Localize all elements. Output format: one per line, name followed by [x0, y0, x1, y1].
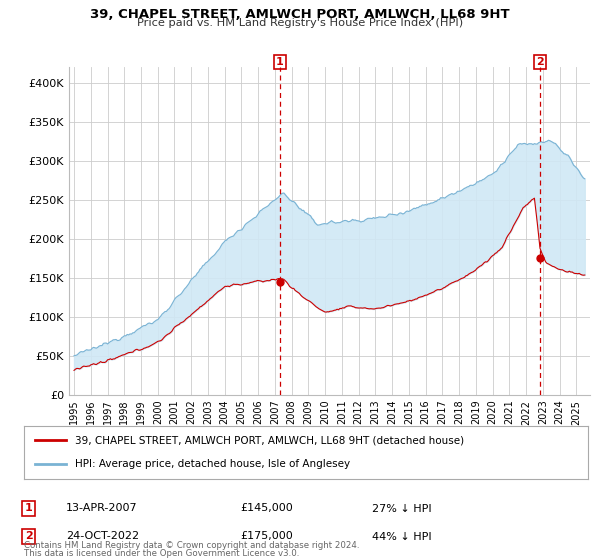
Text: £175,000: £175,000	[240, 531, 293, 542]
Text: Price paid vs. HM Land Registry's House Price Index (HPI): Price paid vs. HM Land Registry's House …	[137, 18, 463, 29]
Text: 13-APR-2007: 13-APR-2007	[66, 503, 137, 514]
Text: HPI: Average price, detached house, Isle of Anglesey: HPI: Average price, detached house, Isle…	[75, 459, 350, 469]
Text: 24-OCT-2022: 24-OCT-2022	[66, 531, 139, 542]
Text: Contains HM Land Registry data © Crown copyright and database right 2024.: Contains HM Land Registry data © Crown c…	[24, 541, 359, 550]
Text: This data is licensed under the Open Government Licence v3.0.: This data is licensed under the Open Gov…	[24, 549, 299, 558]
Text: £145,000: £145,000	[240, 503, 293, 514]
Text: 1: 1	[276, 57, 284, 67]
Text: 27% ↓ HPI: 27% ↓ HPI	[372, 503, 431, 514]
Text: 44% ↓ HPI: 44% ↓ HPI	[372, 531, 431, 542]
Text: 39, CHAPEL STREET, AMLWCH PORT, AMLWCH, LL68 9HT: 39, CHAPEL STREET, AMLWCH PORT, AMLWCH, …	[90, 8, 510, 21]
Text: 39, CHAPEL STREET, AMLWCH PORT, AMLWCH, LL68 9HT (detached house): 39, CHAPEL STREET, AMLWCH PORT, AMLWCH, …	[75, 436, 464, 446]
Text: 1: 1	[25, 503, 32, 514]
Text: 2: 2	[25, 531, 32, 542]
Text: 2: 2	[536, 57, 544, 67]
